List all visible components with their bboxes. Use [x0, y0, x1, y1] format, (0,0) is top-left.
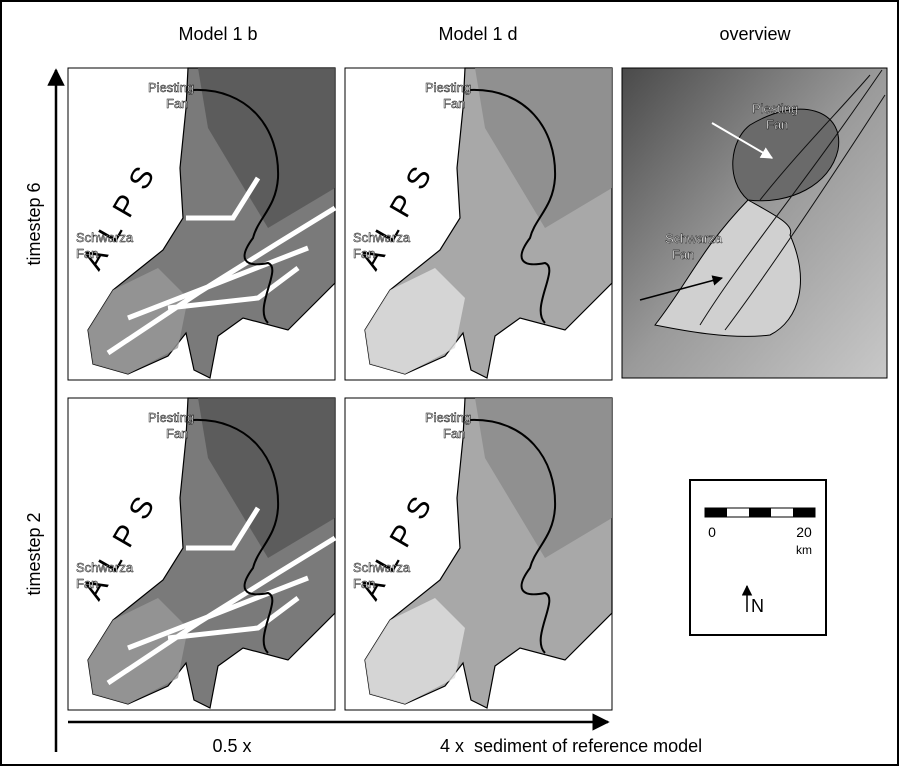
row-title: timestep 6 [24, 182, 44, 265]
label-line: Fan [443, 426, 465, 441]
label-line: Piesting [425, 80, 471, 95]
label-line: Schwarza [76, 560, 134, 575]
scale-bar [705, 508, 727, 517]
north-label: N [751, 596, 764, 616]
column-title: overview [719, 24, 791, 44]
column-title: Model 1 b [178, 24, 257, 44]
scale-bar [793, 508, 815, 517]
column-title: Model 1 d [438, 24, 517, 44]
label-line: Fan [76, 576, 98, 591]
label-line: Schwarza [76, 230, 134, 245]
label-line: Schwarza [353, 230, 411, 245]
figure: Model 1 b Model 1 d overview timestep 6 … [0, 0, 900, 767]
scale-label: 20 [796, 524, 812, 540]
x-label-left: 0.5 x [212, 736, 251, 756]
label-line: Fan [353, 246, 375, 261]
scale-box: 0 20 km N [690, 480, 826, 635]
scale-label: 0 [708, 524, 716, 540]
scale-bar [749, 508, 771, 517]
x-label-right: 4 x sediment of reference model [440, 736, 702, 756]
label-line: Piesting [425, 410, 471, 425]
label-line: Fan [76, 246, 98, 261]
label-line: Fan [166, 96, 188, 111]
label-line: Fan [166, 426, 188, 441]
label-line: Piesting [148, 410, 194, 425]
label-line: Fan [353, 576, 375, 591]
row-title: timestep 2 [24, 512, 44, 595]
label-line: Fan [443, 96, 465, 111]
label-line: Schwarza [353, 560, 411, 575]
scale-unit: km [796, 543, 812, 557]
label-line: Piesting [148, 80, 194, 95]
